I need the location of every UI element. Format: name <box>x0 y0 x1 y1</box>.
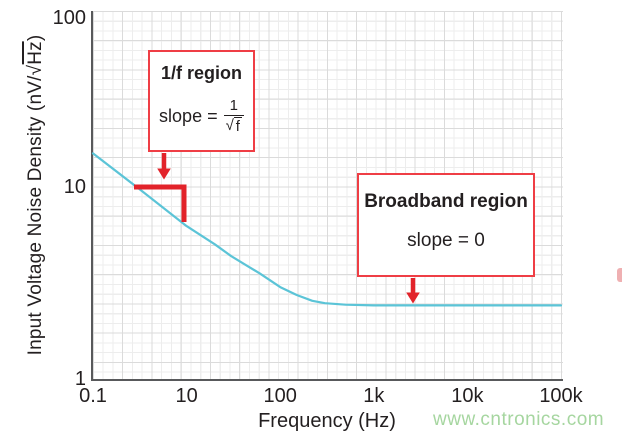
x-tick-10: 10 <box>175 385 198 407</box>
radical-sign: √ <box>225 117 234 135</box>
y-axis-title-post: ) <box>25 34 46 42</box>
slope-prefix: slope = <box>159 105 218 126</box>
one-over-f-region-box: 1/f region slope = 1 √ f <box>148 50 255 152</box>
slope-fraction: 1 √ f <box>223 97 244 136</box>
y-axis-title: Input Voltage Noise Density (nV/√Hz) <box>22 34 47 356</box>
one-over-f-region-title: 1/f region <box>160 63 242 83</box>
x-axis-title: Frequency (Hz) <box>258 410 396 432</box>
radicand: f <box>233 117 242 136</box>
clipped-edge-artifact <box>617 268 622 282</box>
x-tick-10k: 10k <box>451 385 484 407</box>
x-tick-100: 100 <box>263 385 297 407</box>
fraction-denominator: √ f <box>226 116 242 135</box>
watermark-text: www.cntronics.com <box>433 409 605 430</box>
one-over-f-slope-label: slope = 1 √ f <box>150 97 253 136</box>
broadband-region-title: Broadband region <box>364 191 528 212</box>
broadband-region-box: Broadband region slope = 0 <box>357 173 535 277</box>
y-axis-title-pre: Input Voltage Noise Density (nV/√ <box>25 64 46 356</box>
x-tick-100k: 100k <box>539 385 583 407</box>
y-tick-10: 10 <box>63 176 86 198</box>
y-tick-100: 100 <box>52 7 86 29</box>
broadband-slope-label: slope = 0 <box>407 230 485 251</box>
y-axis-title-overlined: Hz <box>22 41 46 65</box>
fraction-numerator: 1 <box>223 97 244 117</box>
y-tick-1: 1 <box>74 368 86 390</box>
x-tick-0p1: 0.1 <box>79 385 107 407</box>
x-tick-1k: 1k <box>363 385 385 407</box>
